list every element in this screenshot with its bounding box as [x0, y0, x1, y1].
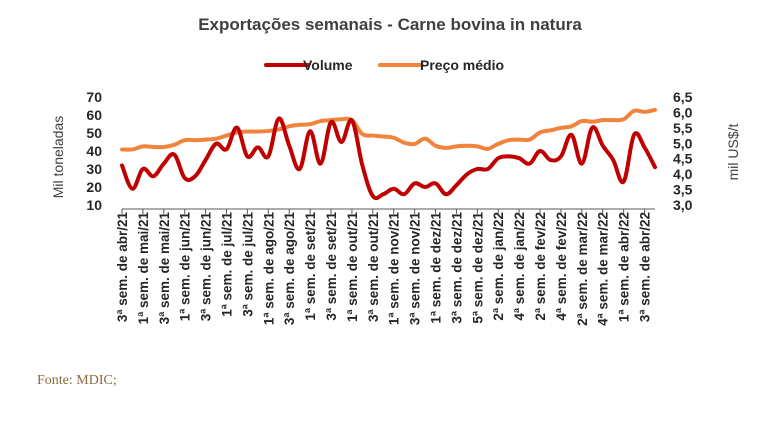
- y2-axis-ticks: 6,56,05,55,04,54,03,53,0: [673, 89, 693, 213]
- x-tick-label: 1ª sem. de out/21: [345, 212, 360, 323]
- y2-tick-label: 5,5: [673, 120, 693, 136]
- y-tick-label: 30: [86, 161, 102, 177]
- x-tick-label: 1ª sem. de abr/22: [617, 212, 632, 322]
- y2-tick-label: 4,0: [673, 166, 693, 182]
- x-tick-label: 3ª sem. de abr/21: [115, 212, 130, 323]
- x-tick-label: 3ª sem. de mai/21: [157, 212, 172, 325]
- price-line: [120, 107, 657, 152]
- x-tick-label: 1ª sem. de dez/21: [429, 212, 444, 324]
- x-tick-label: 1ª sem. de nov/21: [387, 212, 402, 326]
- x-tick-label: 1ª sem. de ago/21: [261, 212, 276, 326]
- y-tick-label: 70: [86, 89, 102, 105]
- x-tick-label: 2ª sem. de fev/22: [533, 212, 548, 321]
- x-tick-label: 4ª sem. de mar/22: [596, 212, 611, 326]
- y2-tick-label: 6,5: [673, 89, 693, 105]
- y-tick-label: 50: [86, 125, 102, 141]
- chart-title: Exportações semanais - Carne bovina in n…: [198, 15, 582, 34]
- volume-line: [120, 116, 657, 201]
- y-tick-label: 20: [86, 179, 102, 195]
- x-tick-label: 3ª sem. de ago/21: [282, 212, 297, 326]
- y2-tick-label: 3,0: [673, 197, 693, 213]
- x-tick-label: 3ª sem. de abr/22: [638, 212, 653, 322]
- series-volume: [120, 116, 657, 201]
- x-tick-label: 1ª sem. de set/21: [303, 212, 318, 321]
- y-tick-label: 60: [86, 107, 102, 123]
- x-tick-label: 3ª sem. de set/21: [324, 212, 339, 321]
- x-tick-label: 4ª sem. de fev/22: [554, 212, 569, 321]
- x-tick-label: 5ª sem. de dez/21: [470, 212, 485, 324]
- x-tick-label: 1ª sem. de jun/21: [178, 212, 193, 322]
- x-tick-label: 4ª sem. de jan/22: [512, 212, 527, 321]
- y-axis-ticks: 70 60 50 40 30 20 10: [86, 89, 102, 213]
- legend-volume-label: Volume: [303, 57, 353, 73]
- y2-axis-title: mil US$/t: [725, 124, 741, 181]
- x-tick-label: 2ª sem. de mar/22: [575, 212, 590, 326]
- legend-price-label: Preço médio: [420, 57, 504, 73]
- y-tick-label: 10: [86, 197, 102, 213]
- y2-tick-label: 5,0: [673, 135, 693, 151]
- x-tick-label: 3ª sem. de jul/21: [240, 212, 255, 317]
- legend: Volume Preço médio: [264, 57, 504, 73]
- y-tick-label: 40: [86, 143, 102, 159]
- x-tick-label: 1ª sem. de mai/21: [136, 212, 151, 325]
- x-tick-label: 2ª sem. de jan/22: [491, 212, 506, 321]
- x-axis-ticks: 3ª sem. de abr/21 1ª sem. de mai/21 3ª sem…: [115, 209, 653, 326]
- y2-tick-label: 4,5: [673, 151, 693, 167]
- x-tick-label: 3ª sem. de nov/21: [408, 212, 423, 326]
- y2-tick-label: 3,5: [673, 182, 693, 198]
- x-tick-label: 3ª sem. de dez/21: [449, 212, 464, 324]
- x-tick-label: 1ª sem. de jul/21: [220, 212, 235, 317]
- x-tick-label: 3ª sem. de jun/21: [199, 212, 214, 322]
- source-note: Fonte: MDIC;: [37, 373, 117, 388]
- y-axis-title: Mil toneladas: [50, 116, 66, 199]
- y2-tick-label: 6,0: [673, 104, 693, 120]
- series-price: [120, 107, 657, 152]
- x-tick-label: 3ª sem. de out/21: [366, 212, 381, 323]
